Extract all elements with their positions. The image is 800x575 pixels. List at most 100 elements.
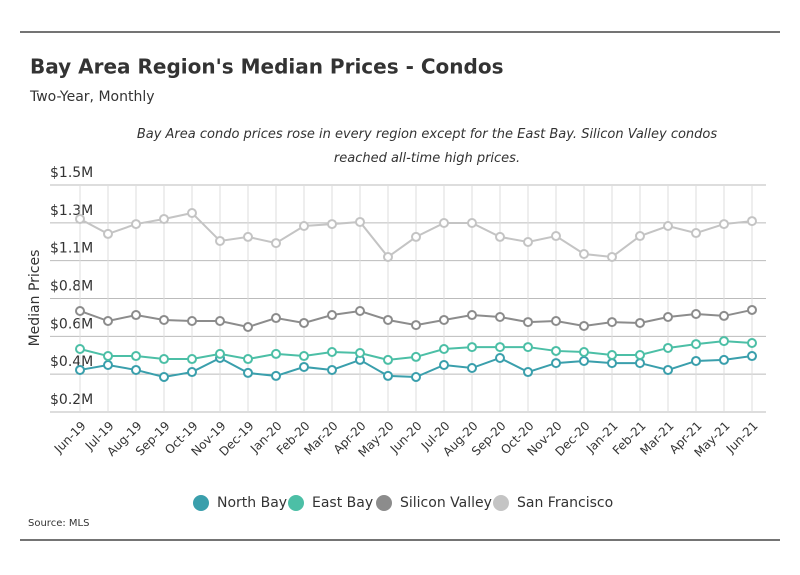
data-point — [271, 348, 281, 359]
data-point — [327, 219, 337, 230]
data-point — [663, 221, 673, 232]
data-point — [355, 305, 365, 316]
data-point — [383, 370, 393, 381]
legend-marker — [493, 495, 509, 511]
data-point — [383, 251, 393, 262]
data-point — [299, 351, 309, 362]
data-point — [243, 354, 253, 365]
data-point — [131, 310, 141, 321]
data-point — [355, 216, 365, 227]
data-point — [523, 342, 533, 353]
data-point — [75, 213, 85, 224]
data-point — [215, 316, 225, 327]
data-point — [103, 316, 113, 327]
data-point — [467, 342, 477, 353]
data-point — [187, 367, 197, 378]
data-point — [187, 207, 197, 218]
data-point — [103, 351, 113, 362]
data-point — [131, 219, 141, 230]
y-tick-label: $0.2M — [50, 392, 93, 408]
data-point — [103, 228, 113, 239]
data-point — [747, 338, 757, 349]
data-point — [579, 346, 589, 357]
data-point — [187, 354, 197, 365]
data-point — [635, 358, 645, 369]
data-point — [663, 364, 673, 375]
y-tick-label: $1.5M — [50, 165, 93, 181]
data-point — [747, 304, 757, 315]
data-point — [747, 216, 757, 227]
data-point — [299, 221, 309, 232]
y-tick-label: $0.6M — [50, 316, 93, 332]
data-point — [327, 310, 337, 321]
data-point — [747, 351, 757, 362]
data-point — [411, 320, 421, 331]
data-point — [495, 231, 505, 242]
data-point — [159, 213, 169, 224]
data-point — [439, 314, 449, 325]
data-point — [411, 351, 421, 362]
data-point — [159, 371, 169, 382]
data-point — [439, 218, 449, 229]
data-point — [75, 344, 85, 355]
data-point — [579, 320, 589, 331]
data-point — [579, 248, 589, 259]
data-point — [467, 310, 477, 321]
data-point — [607, 358, 617, 369]
data-point — [551, 231, 561, 242]
data-point — [691, 308, 701, 319]
x-tick-label: Jun-19 — [51, 419, 89, 457]
y-tick-label: $1.3M — [50, 203, 93, 219]
data-point — [355, 348, 365, 359]
data-point — [103, 360, 113, 371]
data-point — [719, 219, 729, 230]
legend-marker — [193, 495, 209, 511]
data-point — [523, 237, 533, 248]
legend-marker — [376, 495, 392, 511]
data-point — [75, 305, 85, 316]
data-point — [635, 231, 645, 242]
source: Source: MLS — [28, 518, 89, 529]
x-tick-label: Jun-20 — [387, 419, 425, 457]
data-point — [299, 317, 309, 328]
data-point — [495, 311, 505, 322]
data-point — [719, 310, 729, 321]
data-point — [299, 361, 309, 372]
y-tick-label: $0.8M — [50, 279, 93, 295]
data-point — [131, 351, 141, 362]
chart-title: Bay Area Region's Median Prices - Condos — [30, 55, 503, 79]
data-point — [663, 342, 673, 353]
data-point — [159, 354, 169, 365]
data-point — [719, 354, 729, 365]
legend-label: Silicon Valley — [400, 495, 492, 511]
chart-subtitle: Two-Year, Monthly — [29, 89, 155, 105]
data-point — [663, 311, 673, 322]
data-point — [439, 344, 449, 355]
data-point — [607, 349, 617, 360]
data-point — [607, 317, 617, 328]
x-tick-label: Jun-21 — [723, 419, 761, 457]
data-point — [551, 358, 561, 369]
data-point — [411, 371, 421, 382]
data-point — [411, 231, 421, 242]
data-point — [271, 370, 281, 381]
data-point — [551, 316, 561, 327]
data-point — [215, 348, 225, 359]
data-point — [467, 218, 477, 229]
data-point — [187, 316, 197, 327]
data-point — [439, 360, 449, 371]
y-tick-label: $1.1M — [50, 241, 93, 257]
legend-label: North Bay — [217, 495, 287, 511]
data-point — [635, 349, 645, 360]
data-point — [495, 352, 505, 363]
data-point — [551, 345, 561, 356]
data-point — [523, 317, 533, 328]
data-point — [607, 251, 617, 262]
data-point — [271, 238, 281, 249]
data-point — [243, 322, 253, 333]
data-point — [467, 363, 477, 374]
data-point — [243, 231, 253, 242]
annotation: Bay Area condo prices rose in every regi… — [136, 127, 718, 166]
data-point — [691, 339, 701, 350]
data-point — [691, 228, 701, 239]
